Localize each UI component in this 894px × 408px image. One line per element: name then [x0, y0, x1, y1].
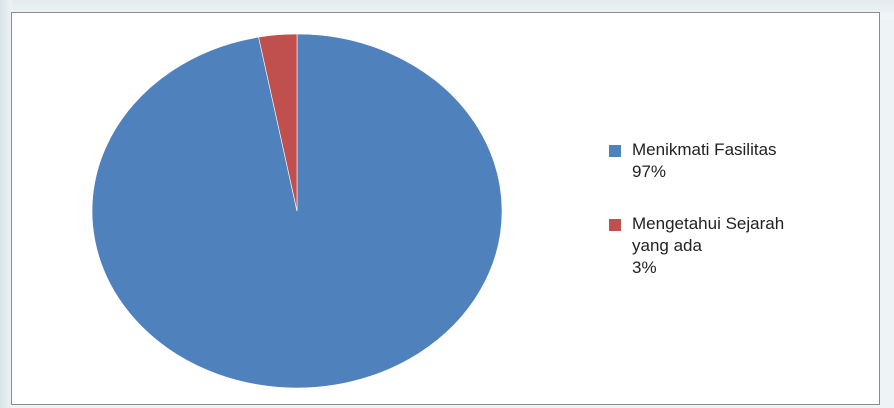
legend-percent: 3%	[632, 258, 657, 277]
legend: Menikmati Fasilitas 97% Mengetahui Sejar…	[609, 139, 869, 309]
pie-chart	[91, 33, 503, 389]
chart-frame: Menikmati Fasilitas 97% Mengetahui Sejar…	[11, 12, 880, 405]
pie-slices	[91, 33, 503, 389]
legend-label-line-1: Menikmati Fasilitas	[632, 140, 777, 159]
legend-label-line-1: Mengetahui Sejarah	[632, 214, 785, 233]
legend-swatch-mengetahui-sejarah	[609, 219, 621, 231]
legend-label-line-2: yang ada	[632, 236, 702, 255]
legend-item-mengetahui-sejarah: Mengetahui Sejarah yang ada 3%	[609, 213, 869, 279]
pie-slice-1	[258, 33, 298, 212]
legend-item-menikmati-fasilitas: Menikmati Fasilitas 97%	[609, 139, 869, 183]
page-background-left	[0, 0, 12, 408]
legend-swatch-menikmati-fasilitas	[609, 145, 621, 157]
legend-percent: 97%	[632, 162, 667, 181]
